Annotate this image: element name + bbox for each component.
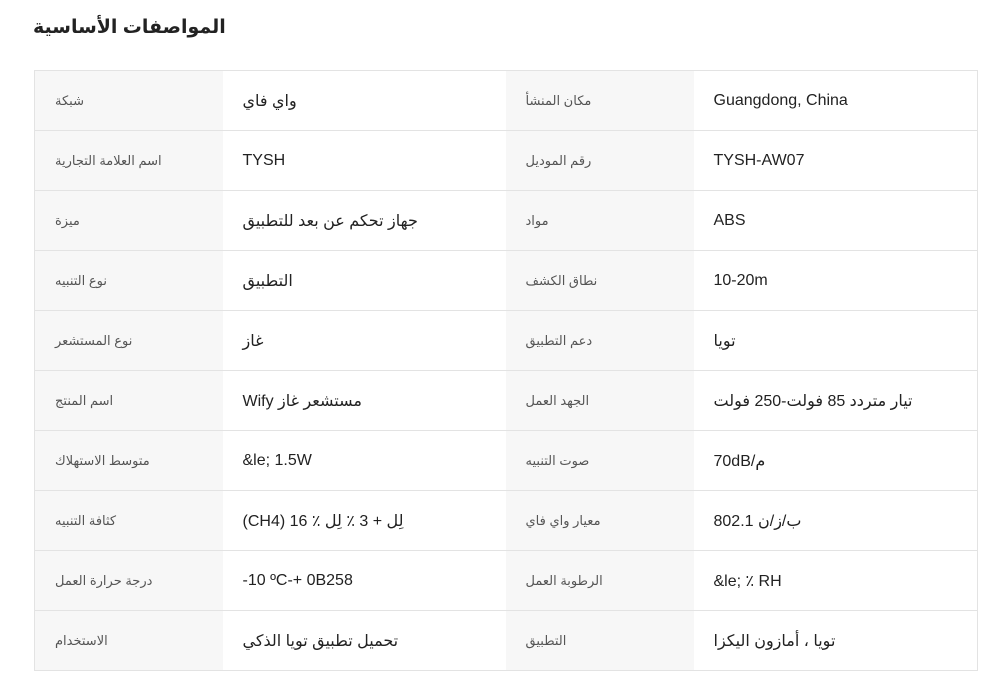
spec-row: الاستخدام تحميل تطبيق تويا الذكي التطبيق تو…: [34, 610, 978, 671]
spec-value: &le; ٪ RH: [693, 550, 978, 611]
spec-value: 10-20m: [693, 250, 978, 311]
spec-label: الرطوبة العمل: [505, 550, 694, 611]
spec-value: تحميل تطبيق تويا الذكي: [222, 610, 506, 671]
spec-label: معيار واي فاي: [505, 490, 694, 551]
spec-value: &le; 1.5W: [222, 430, 506, 491]
spec-row: نوع التنبيه التطبيق نطاق الكشف 10-20m: [34, 250, 978, 311]
spec-label: درجة حرارة العمل: [34, 550, 223, 611]
spec-label: نطاق الكشف: [505, 250, 694, 311]
spec-row: متوسط الاستهلاك &le; 1.5W صوت التنبيه 70dB/…: [34, 430, 978, 491]
spec-value: ABS: [693, 190, 978, 251]
spec-value: 70dB/م: [693, 430, 978, 491]
spec-value: TYSH-AW07: [693, 130, 978, 191]
spec-value: التطبيق: [222, 250, 506, 311]
spec-label: ميزة: [34, 190, 223, 251]
spec-label: صوت التنبيه: [505, 430, 694, 491]
spec-label: نوع المستشعر: [34, 310, 223, 371]
spec-label: رقم الموديل: [505, 130, 694, 191]
spec-label: الجهد العمل: [505, 370, 694, 431]
spec-value: تويا ، أمازون اليكزا: [693, 610, 978, 671]
spec-value: تويا: [693, 310, 978, 371]
spec-value: جهاز تحكم عن بعد للتطبيق: [222, 190, 506, 251]
spec-value: غاز: [222, 310, 506, 371]
spec-label: متوسط الاستهلاك: [34, 430, 223, 491]
spec-value: Guangdong, China: [693, 70, 978, 131]
section-title: المواصفات الأساسية: [33, 17, 226, 38]
spec-label: مواد: [505, 190, 694, 251]
spec-value: تيار متردد 85 فولت-250 فولت: [693, 370, 978, 431]
spec-label: مكان المنشأ: [505, 70, 694, 131]
spec-row: شبكة واي فاي مكان المنشأ Guangdong, China: [34, 70, 978, 131]
spec-value: TYSH: [222, 130, 506, 191]
spec-value: (CH4) لِل + 3 ٪ لِل ٪ 16: [222, 490, 506, 551]
spec-value: ب/ز/ن 802.1: [693, 490, 978, 551]
spec-label: الاستخدام: [34, 610, 223, 671]
spec-label: كثافة التنبيه: [34, 490, 223, 551]
spec-value: -10 ºC-+ 0B258: [222, 550, 506, 611]
spec-label: نوع التنبيه: [34, 250, 223, 311]
spec-row: درجة حرارة العمل -10 ºC-+ 0B258 الرطوبة ال…: [34, 550, 978, 611]
spec-row: اسم العلامة التجارية TYSH رقم الموديل TYSH-…: [34, 130, 978, 191]
spec-row: نوع المستشعر غاز دعم التطبيق تويا: [34, 310, 978, 371]
spec-row: اسم المنتج مستشعر غاز Wify الجهد العمل تيار…: [34, 370, 978, 431]
spec-label: دعم التطبيق: [505, 310, 694, 371]
spec-label: التطبيق: [505, 610, 694, 671]
spec-row: ميزة جهاز تحكم عن بعد للتطبيق مواد ABS: [34, 190, 978, 251]
specs-table: شبكة واي فاي مكان المنشأ Guangdong, China اس…: [34, 70, 978, 671]
spec-label: شبكة: [34, 70, 223, 131]
spec-label: اسم المنتج: [34, 370, 223, 431]
spec-row: كثافة التنبيه (CH4) لِل + 3 ٪ لِل ٪ 16 معي…: [34, 490, 978, 551]
spec-label: اسم العلامة التجارية: [34, 130, 223, 191]
spec-value: واي فاي: [222, 70, 506, 131]
spec-value: مستشعر غاز Wify: [222, 370, 506, 431]
